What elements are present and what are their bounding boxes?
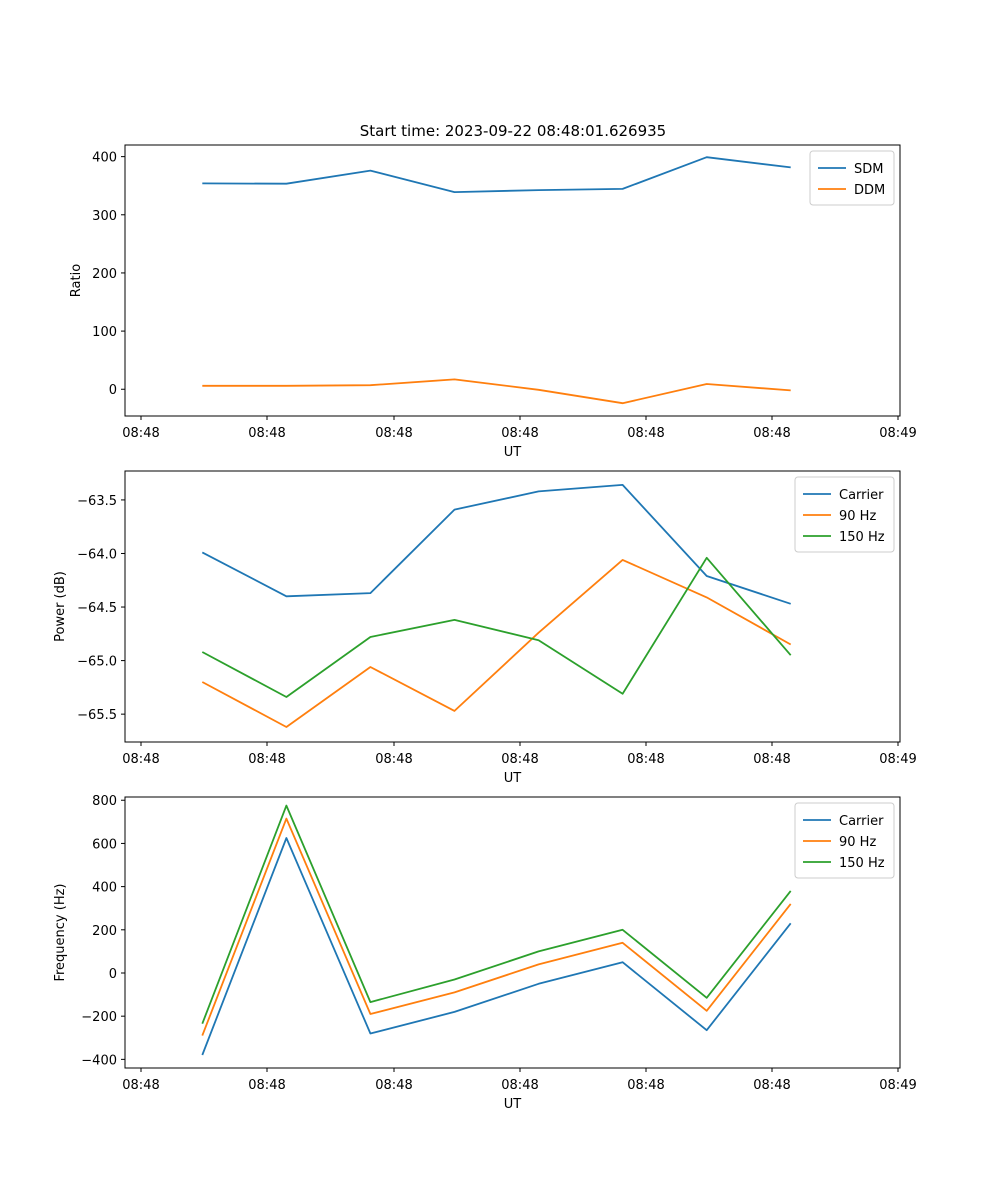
legend: Carrier 90 Hz 150 Hz [794,476,895,553]
series-line-carrier [201,483,791,605]
x-tick-label: 08:48 [248,1078,285,1093]
legend-label: SDM [854,162,883,177]
x-tick-label: 08:48 [627,426,664,441]
legend-label: DDM [854,183,885,198]
x-axis-label: UT [504,1097,522,1112]
legend: SDM DDM [809,150,895,206]
x-tick-label: 08:48 [501,1078,538,1093]
x-tick-label: 08:48 [753,1078,790,1093]
series-line-150-hz [201,804,792,1025]
panels: 08:48 08:48 08:48 08:48 08:48 08:48 08:49 0 100 2… [53,144,917,1112]
x-tick-label: 08:48 [122,1078,159,1093]
legend-box [794,476,895,553]
x-tick-label: 08:49 [879,752,916,767]
y-tick-label: 400 [92,881,117,896]
x-tick-label: 08:48 [248,752,285,767]
axes-frame [124,796,901,1069]
figure-title: Start time: 2023-09-22 08:48:01.626935 [360,122,666,140]
legend-label: 150 Hz [839,530,885,545]
y-tick-label: −64.0 [77,547,117,562]
x-tick-label: 08:48 [627,752,664,767]
series-line-carrier [201,837,792,1056]
y-tick-label: 0 [109,967,117,982]
y-axis-label: Frequency (Hz) [53,883,68,981]
legend-label: Carrier [839,814,884,829]
x-axis-label: UT [504,771,522,786]
axes-frame [124,470,901,743]
legend-box [794,802,895,879]
x-tick-label: 08:48 [375,426,412,441]
legend-label: 90 Hz [839,835,876,850]
legend-label: 150 Hz [839,856,885,871]
y-tick-label: 100 [92,325,117,340]
y-tick-label: 800 [92,794,117,809]
chart-panel-1: 08:48 08:48 08:48 08:48 08:48 08:48 08:49 0 100 2… [69,144,917,460]
chart-panel-2: 08:48 08:48 08:48 08:48 08:48 08:48 08:49 −65.5… [53,470,917,786]
axes-frame [124,144,901,417]
x-tick-label: 08:48 [122,426,159,441]
series-line-150-hz [201,556,792,698]
x-tick-label: 08:49 [879,426,916,441]
x-tick-label: 08:48 [122,752,159,767]
y-tick-label: 300 [92,209,117,224]
x-tick-label: 08:48 [375,1078,412,1093]
y-tick-label: 0 [109,383,117,398]
y-tick-label: 400 [92,151,117,166]
y-tick-label: 200 [92,924,117,939]
y-tick-label: −64.5 [77,601,117,616]
y-tick-label: −200 [81,1010,117,1025]
y-tick-label: 200 [92,267,117,282]
y-tick-label: −65.5 [77,708,117,723]
x-tick-label: 08:48 [501,752,538,767]
legend-label: 90 Hz [839,509,876,524]
y-axis-label: Power (dB) [53,571,68,642]
y-tick-label: 600 [92,837,117,852]
series-line-sdm [202,156,791,194]
series-line-ddm [202,378,791,405]
legend: Carrier 90 Hz 150 Hz [794,802,895,879]
y-tick-label: −400 [81,1053,117,1068]
x-tick-label: 08:48 [248,426,285,441]
x-tick-label: 08:48 [753,752,790,767]
legend-box [809,150,895,206]
x-tick-label: 08:48 [375,752,412,767]
chart-panel-3: 08:48 08:48 08:48 08:48 08:48 08:48 08:49 −400 −… [53,794,917,1112]
x-tick-label: 08:48 [627,1078,664,1093]
series-line-90-hz [201,817,792,1036]
legend-label: Carrier [839,488,884,503]
series-line-90-hz [201,559,792,728]
y-tick-label: −65.0 [77,655,117,670]
x-tick-label: 08:48 [501,426,538,441]
x-tick-label: 08:48 [753,426,790,441]
x-tick-label: 08:49 [879,1078,916,1093]
y-tick-label: −63.5 [77,494,117,509]
x-axis-label: UT [504,445,522,460]
y-axis-label: Ratio [69,264,84,297]
